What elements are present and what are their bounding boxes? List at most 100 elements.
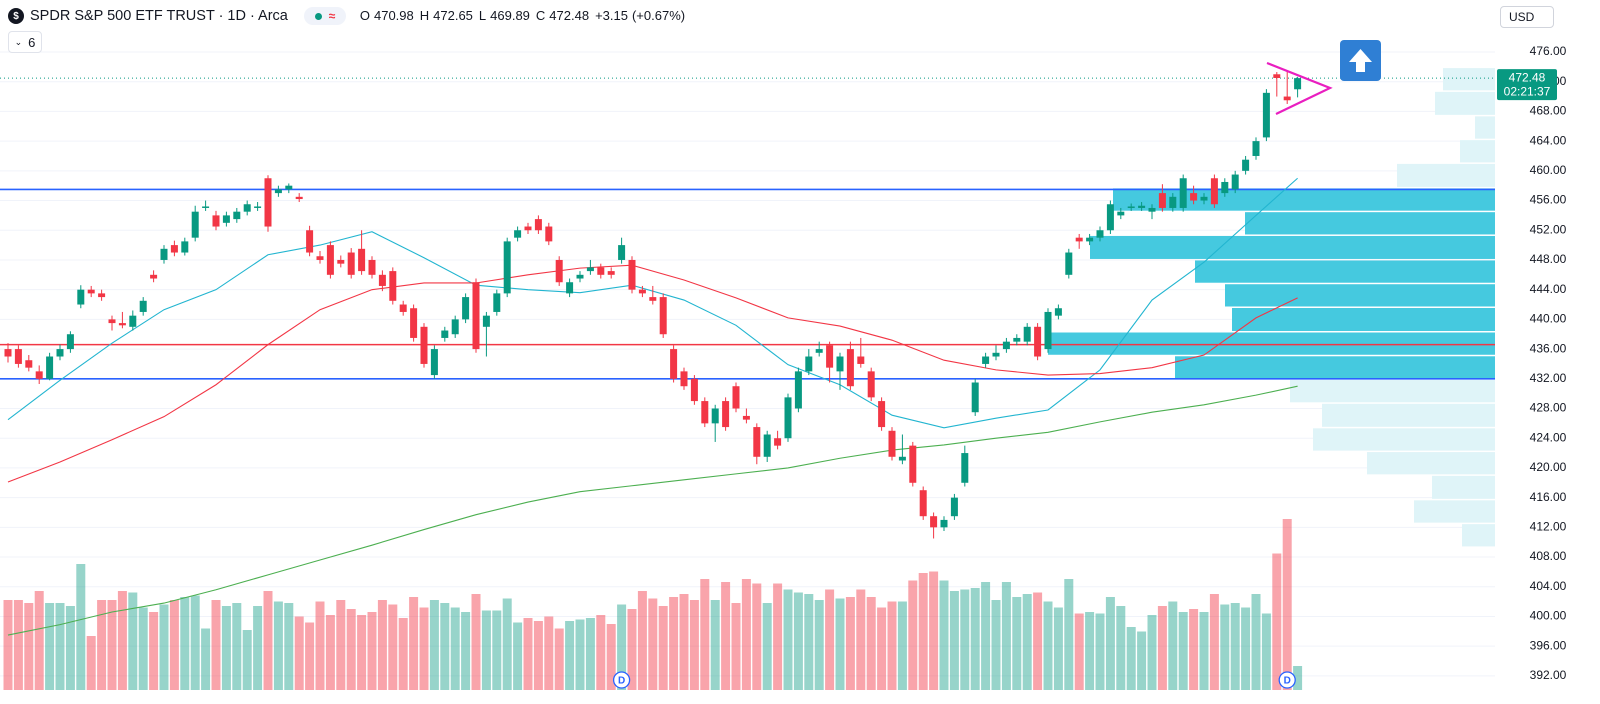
volume-bar [1012, 597, 1022, 690]
y-tick-label: 408.00 [1530, 549, 1567, 563]
price-tag-value: 472.48 [1509, 70, 1546, 84]
candle-body [118, 323, 126, 326]
status-dot [314, 12, 322, 20]
candle-body [1002, 341, 1010, 350]
candle-body [930, 516, 938, 528]
y-tick-label: 444.00 [1530, 282, 1567, 296]
candle-body [1117, 211, 1125, 216]
dividend-marker [612, 671, 631, 689]
indicators-toggle[interactable]: ⌄ 6 [8, 31, 42, 53]
candle-body [295, 196, 303, 200]
symbol-logo: $ [8, 8, 24, 24]
volume-bar [86, 636, 96, 690]
volume-bar [741, 579, 751, 690]
volume-bar [689, 600, 699, 690]
volume-bar [201, 628, 211, 690]
volume-bar [1116, 606, 1126, 690]
candle-body [649, 297, 657, 301]
y-tick-label: 416.00 [1530, 490, 1567, 504]
volume-bar [1043, 601, 1053, 690]
volume-bar [76, 564, 86, 690]
volume-profile-bar [1367, 452, 1495, 475]
candle-body [399, 304, 407, 312]
volume-bar [731, 603, 741, 690]
candle-body [139, 300, 147, 312]
volume-profile [1048, 68, 1495, 547]
volume-bar [1001, 582, 1011, 690]
candle-body [888, 430, 896, 457]
volume-bar [1272, 553, 1282, 690]
volume-bar [1261, 613, 1271, 690]
volume-profile-bar [1313, 428, 1495, 451]
candle-body [264, 178, 272, 227]
candle-body [722, 401, 730, 428]
volume-bar [409, 597, 419, 690]
candle-body [1096, 230, 1104, 238]
volume-profile-bar [1290, 380, 1495, 403]
volume-bar [55, 603, 65, 690]
triangle-annotation [1266, 61, 1333, 115]
candle-body [867, 371, 875, 398]
candle-body [285, 185, 293, 190]
volume-profile-bar [1460, 140, 1495, 163]
symbol-title: SPDR S&P 500 ETF TRUST · 1D · Arca [30, 8, 288, 24]
candle-body [56, 349, 64, 357]
price-tag [1497, 69, 1557, 101]
volume-bar [440, 603, 450, 690]
volume-bar [752, 583, 762, 690]
candle-body [545, 226, 553, 242]
volume-profile-bar [1462, 524, 1495, 547]
volume-bar [357, 615, 367, 690]
volume-bar [585, 618, 595, 690]
volume-bar [149, 612, 159, 690]
volume-bar [1095, 613, 1105, 690]
volume-bar [263, 591, 273, 690]
candle-body [1231, 174, 1239, 190]
candle-body [170, 245, 178, 253]
volume-bar [34, 591, 44, 690]
y-tick-label: 420.00 [1530, 460, 1567, 474]
y-tick-label: 456.00 [1530, 193, 1567, 207]
candle-body [1044, 311, 1052, 350]
volume-bar [648, 598, 658, 690]
candle-body [1086, 237, 1094, 242]
volume-bar [887, 601, 897, 690]
volume-bar [481, 610, 491, 690]
volume-bar [1126, 627, 1136, 690]
volume-profile-bar [1195, 260, 1495, 283]
volume-bar [450, 607, 460, 690]
candle-body [576, 274, 584, 279]
candle-body [1283, 96, 1291, 101]
volume-bar [346, 609, 356, 690]
candle-body [1148, 207, 1156, 212]
ohlc-values: O 470.98 H 472.65 L 469.89 C 472.48 +3.15 (+0.67%… [360, 8, 689, 24]
candle-body [462, 297, 470, 320]
volume-bar [627, 609, 637, 690]
volume-profile-bar [1397, 163, 1495, 187]
candle-body [524, 226, 532, 231]
countdown: 02:21:37 [1504, 84, 1551, 98]
volume-bar [461, 612, 471, 690]
currency-select[interactable]: USD [1500, 6, 1554, 28]
volume-bar [1168, 601, 1178, 690]
candle-body [493, 293, 501, 312]
volume-bar [845, 597, 855, 690]
volume-bar [1230, 603, 1240, 690]
price-axis: 476.00472.00468.00464.00460.00456.00452.… [1495, 0, 1600, 704]
y-tick-label: 464.00 [1530, 133, 1567, 147]
candle-body [659, 297, 667, 335]
volume-bar [273, 601, 283, 690]
volume-bar [3, 600, 13, 690]
status-pill[interactable]: ≈ [303, 7, 346, 25]
moving-averages [7, 177, 1298, 636]
volume-bar [1241, 607, 1251, 690]
candle-body [212, 215, 220, 227]
currency-label: USD [1509, 10, 1535, 24]
candle-body [1023, 326, 1031, 342]
moving-average [7, 177, 1298, 429]
candle-body [326, 245, 334, 275]
candle-body [337, 259, 345, 264]
moving-average [7, 385, 1298, 636]
candle-body [753, 427, 761, 457]
